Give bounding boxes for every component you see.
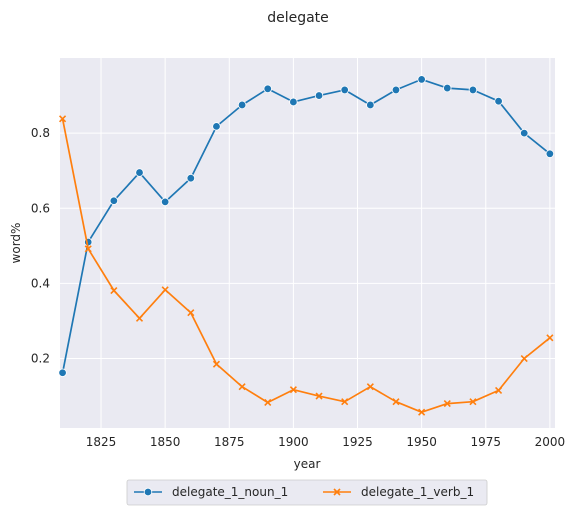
data-point (443, 83, 452, 93)
y-axis-label: word% (9, 223, 23, 264)
data-point (468, 85, 478, 95)
x-tick-label: 1875 (214, 435, 245, 449)
data-point (417, 75, 426, 84)
data-point (520, 128, 529, 138)
data-point (315, 392, 323, 400)
data-point (366, 383, 374, 391)
legend-marker-noun (143, 487, 153, 497)
y-tick-label: 0.6 (31, 201, 50, 215)
data-point (237, 100, 247, 110)
data-point (135, 168, 144, 177)
data-point (238, 383, 246, 391)
legend: delegate_1_noun_1 delegate_1_verb_1 (126, 479, 488, 506)
series-line (61, 78, 551, 373)
data-point (469, 398, 477, 406)
series-layer (58, 75, 555, 416)
data-point (520, 354, 528, 363)
data-point (443, 400, 451, 408)
data-point (161, 286, 169, 294)
chart-title: delegate (267, 10, 329, 26)
data-point (289, 386, 297, 394)
data-point (110, 286, 118, 295)
data-point (289, 97, 298, 107)
x-axis-label: year (294, 457, 321, 471)
data-point (392, 398, 400, 406)
data-point (314, 91, 324, 100)
legend-label-noun: delegate_1_noun_1 (172, 485, 288, 499)
series-line (61, 118, 551, 414)
data-point (366, 100, 375, 110)
y-tick-label: 0.2 (31, 352, 50, 366)
x-tick-label: 1850 (150, 435, 181, 449)
data-point (135, 314, 144, 322)
data-point (391, 85, 401, 95)
data-point (109, 196, 119, 205)
y-tick-label: 0.4 (31, 276, 50, 290)
data-point (263, 84, 272, 94)
data-point (546, 334, 554, 342)
data-point (187, 309, 195, 317)
legend-label-verb: delegate_1_verb_1 (361, 485, 474, 499)
data-point (340, 85, 349, 95)
legend-box (126, 479, 488, 506)
legend-marker-verb (333, 488, 341, 496)
x-tick-label: 1825 (86, 435, 117, 449)
x-tick-label: 1900 (278, 435, 309, 449)
data-point (212, 122, 221, 131)
data-point (545, 149, 555, 158)
x-tick-label: 2000 (535, 435, 566, 449)
data-point (186, 174, 196, 183)
data-point (84, 245, 92, 253)
data-point (341, 398, 349, 406)
y-tick-label: 0.8 (31, 126, 50, 140)
data-point (418, 408, 426, 416)
x-tick-label: 1925 (342, 435, 373, 449)
data-point (264, 398, 272, 407)
x-tick-label: 1975 (470, 435, 501, 449)
series-delegate_1_verb_1 (58, 115, 554, 416)
plot-background (60, 58, 555, 428)
x-tick-label: 1950 (406, 435, 437, 449)
data-point (494, 96, 503, 106)
data-point (58, 115, 67, 123)
tick-labels: 1825 1850 1875 1900 1925 1950 1975 2000 0.2 0.4 0.… (31, 126, 565, 449)
data-point (58, 368, 67, 377)
data-point (212, 360, 221, 368)
grid-lines (60, 58, 555, 428)
data-point (495, 386, 503, 395)
data-point (160, 197, 170, 207)
